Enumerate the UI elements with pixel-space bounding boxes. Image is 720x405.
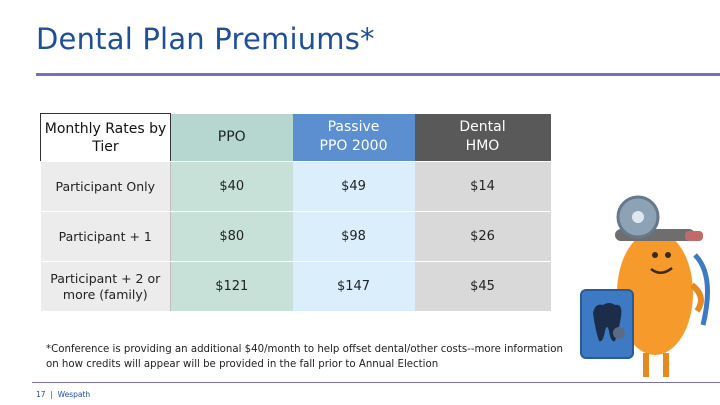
page-number: 17	[36, 390, 46, 399]
footer-brand: Wespath	[57, 390, 91, 399]
title-divider	[36, 73, 720, 76]
header-dental-hmo-label: Dental HMO	[459, 119, 506, 155]
tier-label: Participant + 1	[40, 211, 171, 262]
ppo-rate: $121	[170, 261, 293, 312]
mascot-right-leg	[663, 353, 669, 377]
mascot-left-eye	[652, 252, 658, 258]
header-passive-ppo-2000: Passive PPO 2000	[292, 113, 415, 162]
head-mirror-center	[632, 211, 644, 223]
passive-ppo-rate: $147	[292, 261, 415, 312]
table-header-row: Monthly Rates by Tier PPO Passive PPO 20…	[40, 113, 551, 162]
premium-rates-table: Monthly Rates by Tier PPO Passive PPO 20…	[40, 113, 551, 312]
mascot-smile	[650, 267, 673, 274]
mascot-left-leg	[643, 353, 649, 377]
header-monthly-rates: Monthly Rates by Tier	[40, 113, 171, 162]
table-row: Participant + 2 or more (family) $121 $1…	[40, 261, 551, 312]
header-passive-ppo-2000-label: Passive PPO 2000	[319, 119, 388, 155]
passive-ppo-rate: $49	[292, 161, 415, 212]
mascot-body	[617, 231, 693, 355]
header-ppo: PPO	[170, 113, 293, 162]
tier-label: Participant + 2 or more (family)	[40, 261, 171, 312]
mascot-blue-accent	[693, 253, 710, 326]
table-row: Participant Only $40 $49 $14	[40, 161, 551, 212]
page-title: Dental Plan Premiums*	[36, 22, 375, 56]
mascot-right-eye	[665, 252, 671, 258]
headband-clip	[685, 231, 703, 241]
footer: 17 | Wespath	[36, 390, 90, 399]
passive-ppo-rate: $98	[292, 211, 415, 262]
table-row: Participant + 1 $80 $98 $26	[40, 211, 551, 262]
footnote: *Conference is providing an additional $…	[46, 344, 563, 370]
mascot-right-arm	[690, 282, 704, 313]
ppo-rate: $40	[170, 161, 293, 212]
footer-separator: |	[47, 390, 56, 399]
hmo-rate: $14	[414, 161, 551, 212]
footer-divider	[32, 382, 720, 383]
dentist-mascot-illustration	[580, 195, 710, 377]
header-dental-hmo: Dental HMO	[414, 113, 551, 162]
hmo-rate: $26	[414, 211, 551, 262]
tier-label-text: Participant + 2 or more (family)	[50, 270, 161, 302]
cavity-spot	[613, 327, 625, 339]
hmo-rate: $45	[414, 261, 551, 312]
tier-label: Participant Only	[40, 161, 171, 212]
ppo-rate: $80	[170, 211, 293, 262]
